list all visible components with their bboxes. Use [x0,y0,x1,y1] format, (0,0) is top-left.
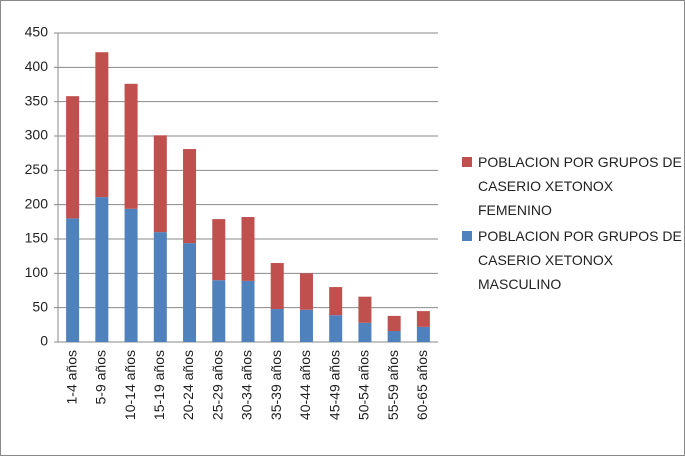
legend-label: POBLACION POR GRUPOS DE CASERIO XETONOX … [478,154,682,218]
bar-segment [358,296,372,323]
bar-segment [299,273,313,310]
x-tick-label: 20-24 años [180,350,196,420]
y-tick-label: 0 [40,333,48,349]
bar-segment [95,52,109,198]
bar-segment [183,149,197,244]
y-tick-label: 400 [25,58,49,74]
bar-segment [299,309,313,342]
y-tick-label: 450 [25,24,49,40]
bar-segment [212,280,226,342]
bar-segment [329,315,343,342]
x-tick-label: 25-29 años [209,350,225,420]
legend: POBLACION POR GRUPOS DE CASERIO XETONOX … [462,150,682,298]
y-tick-label: 250 [25,161,49,177]
x-tick-label: 50-54 años [356,350,372,420]
bar-segment [66,96,80,219]
bar-segment [66,218,80,342]
bar-segment [124,83,138,209]
legend-item: POBLACION POR GRUPOS DE CASERIO XETONOX … [462,224,682,296]
y-tick-label: 100 [25,264,49,280]
bar-segment [329,287,343,316]
x-tick-label: 10-14 años [122,350,138,420]
bar-segment [153,135,167,233]
bar-segment [241,280,255,342]
x-tick-label: 35-39 años [268,350,284,420]
bar-segment [358,322,372,342]
legend-item: POBLACION POR GRUPOS DE CASERIO XETONOX … [462,150,682,222]
y-tick-label: 350 [25,92,49,108]
x-tick-label: 30-34 años [239,350,255,420]
bar-segment [124,208,138,342]
legend-swatch [462,231,472,241]
y-tick-label: 150 [25,230,49,246]
bar-segment [416,326,430,342]
bar-segment [95,197,109,342]
bar-segment [416,311,430,327]
bar-segment [153,232,167,342]
y-tick-label: 300 [25,127,49,143]
y-tick-label: 50 [32,298,48,314]
y-tick-label: 200 [25,195,49,211]
x-tick-label: 40-44 años [297,350,313,420]
x-tick-label: 1-4 años [63,350,79,404]
bar-segment [387,315,401,332]
x-tick-label: 55-59 años [385,350,401,420]
bar-segment [270,263,284,310]
x-tick-label: 60-65 años [414,350,430,420]
x-tick-label: 45-49 años [326,350,342,420]
legend-swatch [462,157,472,167]
x-tick-label: 15-19 años [151,350,167,420]
bar-segment [241,217,255,281]
legend-label: POBLACION POR GRUPOS DE CASERIO XETONOX … [478,228,682,292]
bar-segment [270,309,284,342]
x-tick-label: 5-9 años [93,350,109,404]
bar-segment [212,219,226,281]
bar-segment [183,243,197,342]
bar-segment [387,331,401,342]
